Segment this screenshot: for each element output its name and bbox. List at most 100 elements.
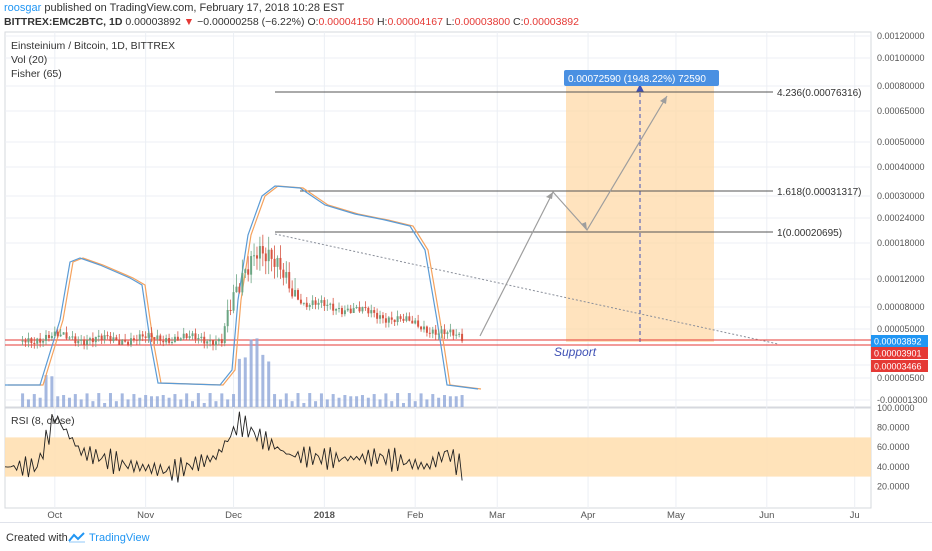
volume-bar [443,395,446,407]
volume-bar [167,397,171,407]
candle-body [106,335,109,337]
candle-body [431,329,434,334]
volume-bar [44,375,48,407]
volume-bar [425,399,429,407]
candle-body [30,338,33,343]
legend-fisher: Fisher (65) [11,68,62,80]
candle-body [77,340,80,344]
volume-bar [255,338,259,407]
candle-body [443,329,446,335]
time-axis[interactable]: Oct Nov Dec 2018 Feb Mar Apr May Jun Ju [47,510,859,521]
candle-body [405,316,408,321]
candle-body [153,337,156,340]
volume-bar [21,393,25,407]
candle-body [27,338,30,343]
volume-bar [431,394,435,407]
volume-bar [273,394,277,407]
candle-body [33,342,36,344]
candle-body [229,309,232,311]
price-badge-label: 0.00003892 [874,337,922,347]
candle-body [65,332,68,339]
candle-body [267,249,270,262]
candle-body [124,339,127,342]
volume-bar [366,397,370,407]
candle-body [355,307,358,309]
volume-bar [390,401,394,407]
rsi-line [4,411,463,483]
candle-body [361,307,364,312]
rsi-tick-label: 100.0000 [877,403,915,413]
candle-body [100,335,103,340]
candle-body [36,338,39,344]
candle-body [437,333,440,335]
candle-body [156,335,159,340]
candle-body [314,300,317,305]
rsi-series-line [4,411,463,483]
volume-bar [448,396,452,407]
symbol-label[interactable]: BITTREX:EMC2BTC, 1D [4,16,123,28]
candle-body [226,309,229,327]
price-tick-label: 0.00100000 [877,53,925,63]
candle-body [147,333,150,338]
candle-body [42,340,45,343]
volume-bar [132,394,136,407]
candle-body [308,305,311,308]
volume-bar [173,394,177,407]
candle-body [425,326,428,333]
tradingview-brand-link[interactable]: TradingView [89,532,150,544]
candle-body [279,257,282,270]
candle-body [352,308,355,314]
candle-body [343,310,346,315]
volume-bar [232,394,236,407]
rsi-axis[interactable]: 100.0000 80.0000 60.0000 40.0000 20.0000 [877,403,915,491]
volume-bar [185,393,189,407]
candle-body [118,339,121,345]
price-tick-label: 0.00120000 [877,31,925,41]
candle-body [264,253,267,262]
fib-1618-label: 1.618(0.00031317) [777,187,862,198]
main-pane[interactable] [4,31,872,408]
candle-body [329,303,332,305]
quote-line: BITTREX:EMC2BTC, 1D 0.00003892 ▼ −0.0000… [4,16,579,29]
candle-body [115,337,118,340]
volume-bar [85,393,89,407]
candle-body [288,272,291,289]
fib-4236-label: 4.236(0.00076316) [777,88,862,99]
author-link[interactable]: roosgar [4,2,42,14]
volume-bar [56,396,60,407]
tradingview-logo-icon[interactable] [68,531,86,543]
candle-body [197,337,200,340]
candle-body [250,256,253,275]
candle-body [408,316,411,321]
price-axis[interactable]: 0.00120000 0.00100000 0.00080000 0.00065000… [877,31,928,405]
price-badges: 0.00003892 0.00003901 0.00003466 [871,335,928,372]
support-label: Support [554,345,597,359]
candle-body [285,272,288,278]
volume-bar [155,396,159,407]
price-badge-label: 0.00003466 [874,362,922,372]
price-tick-label: 0.00005000 [877,324,925,334]
fib-1-label: 1(0.00020695) [777,228,842,239]
candle-body [80,339,83,341]
volume-bar [73,394,77,407]
candle-body [297,290,299,300]
candle-body [162,340,165,343]
candle-body [112,337,115,342]
time-tick-label: Jun [759,510,774,521]
candle-body [71,336,74,338]
chart-header: roosgar published on TradingView.com, Fe… [0,0,932,30]
candle-body [50,335,53,339]
time-tick-label: 2018 [314,510,335,521]
volume-bar [91,401,95,407]
candle-body [387,317,390,323]
candle-body [74,336,77,344]
candle-body [346,308,349,311]
candle-body [171,341,174,343]
volume-bar [150,396,153,407]
candle-body [414,320,417,324]
volume-bar [325,399,329,407]
volume-bar [360,395,364,407]
candle-body [109,335,112,342]
volume-bar [220,393,224,407]
